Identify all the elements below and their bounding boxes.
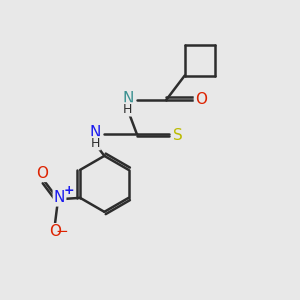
Text: N: N — [90, 125, 101, 140]
Text: O: O — [195, 92, 207, 107]
Text: N: N — [122, 91, 134, 106]
Text: S: S — [173, 128, 183, 143]
Text: O: O — [36, 166, 48, 181]
Text: +: + — [64, 184, 75, 197]
Text: −: − — [55, 224, 68, 239]
Text: O: O — [49, 224, 61, 239]
Text: H: H — [123, 103, 133, 116]
Text: H: H — [91, 137, 100, 150]
Text: N: N — [54, 190, 65, 205]
